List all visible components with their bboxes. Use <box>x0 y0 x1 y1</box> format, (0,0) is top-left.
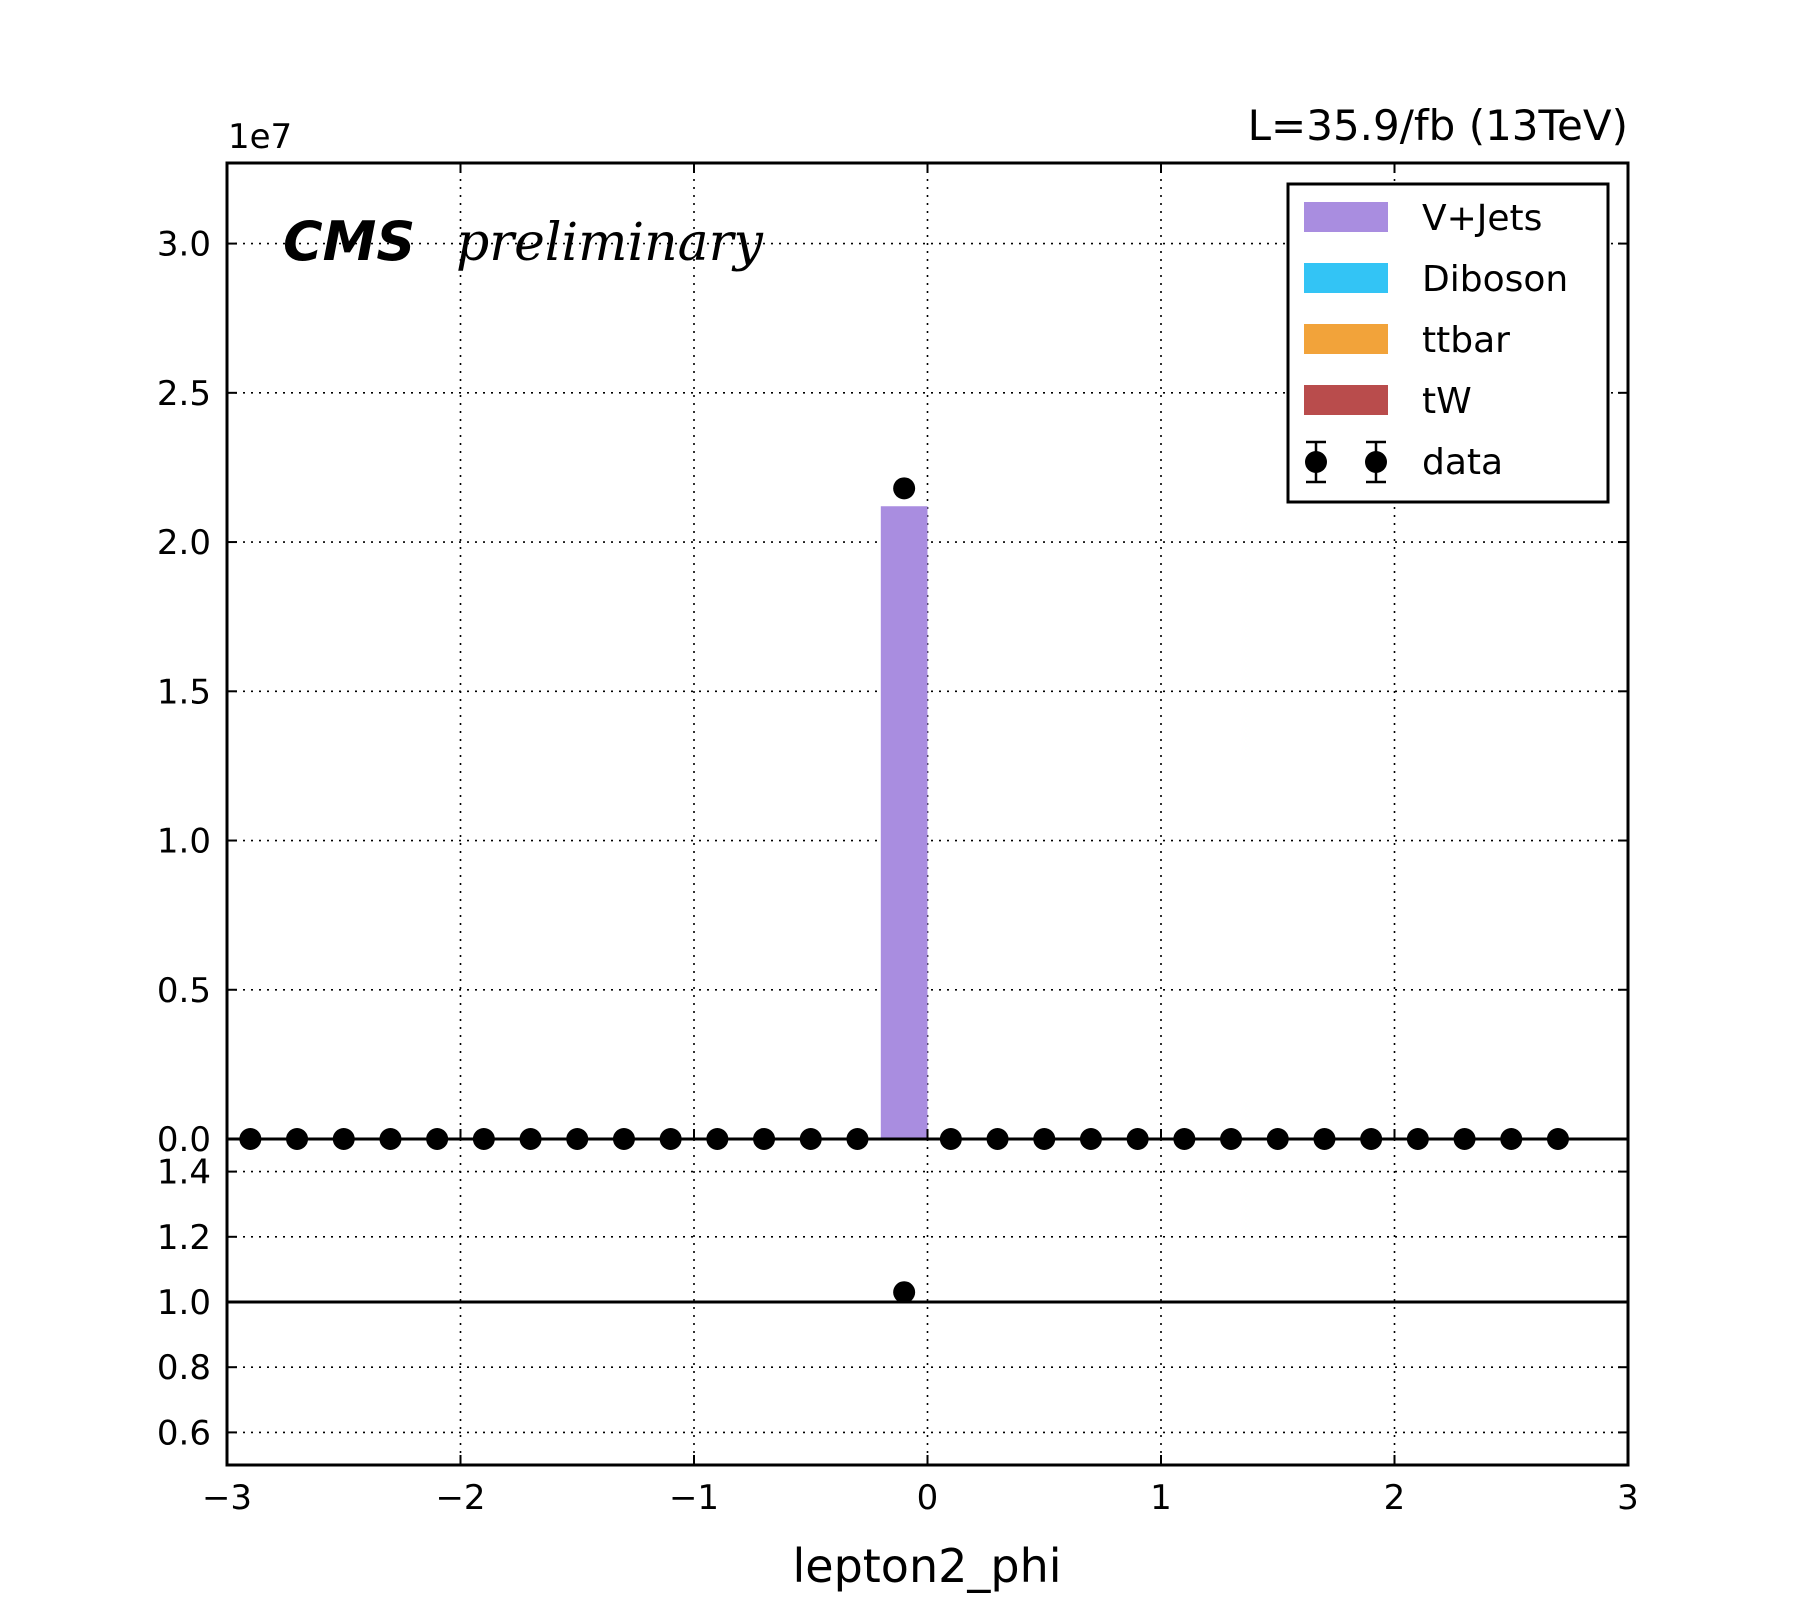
data-points <box>239 477 1569 1150</box>
x-tick-label: −3 <box>202 1478 252 1518</box>
ratio-point <box>893 1281 916 1304</box>
x-axis-ticks: −3 −2 −1 0 1 2 3 <box>202 163 1639 1518</box>
data-point <box>286 1128 309 1150</box>
data-point <box>706 1128 729 1150</box>
legend-swatch-ttbar <box>1304 324 1388 354</box>
y-axis-offset-label: 1e7 <box>228 117 292 157</box>
data-point <box>986 1128 1009 1150</box>
stacked-bars <box>880 506 928 1139</box>
x-tick-label: 1 <box>1150 1478 1172 1518</box>
main-y-tick-label: 0.5 <box>157 971 211 1011</box>
data-point <box>1406 1128 1429 1150</box>
main-y-tick-label: 0.0 <box>157 1120 211 1160</box>
data-point <box>1220 1128 1243 1150</box>
x-axis-label: lepton2_phi <box>792 1539 1061 1593</box>
data-point <box>799 1128 822 1150</box>
main-y-tick-label: 3.0 <box>157 225 211 265</box>
legend-swatch-tw <box>1304 385 1388 415</box>
data-point <box>239 1128 262 1150</box>
data-point <box>939 1128 962 1150</box>
x-tick-label: −2 <box>435 1478 485 1518</box>
data-point <box>1173 1128 1196 1150</box>
main-y-tick-label: 1.0 <box>157 822 211 862</box>
main-y-tick-label: 1.5 <box>157 672 211 712</box>
data-point <box>612 1128 635 1150</box>
legend-swatch-diboson <box>1304 263 1388 293</box>
legend: V+Jets Diboson ttbar tW data <box>1286 182 1610 504</box>
ratio-y-tick-label: 1.4 <box>157 1153 211 1193</box>
legend-label-vjets: V+Jets <box>1422 198 1542 239</box>
data-point <box>1360 1128 1383 1150</box>
data-point <box>1453 1128 1476 1150</box>
legend-swatch-vjets <box>1304 202 1388 232</box>
data-point <box>1033 1128 1056 1150</box>
data-point <box>659 1128 682 1150</box>
data-point <box>566 1128 589 1150</box>
data-point <box>846 1128 869 1150</box>
x-tick-label: 2 <box>1384 1478 1406 1518</box>
preliminary-label: preliminary <box>456 213 763 273</box>
x-tick-label: 0 <box>917 1478 939 1518</box>
legend-label-tw: tW <box>1422 381 1472 422</box>
x-tick-label: 3 <box>1617 1478 1639 1518</box>
legend-marker-data <box>1305 440 1387 484</box>
x-tick-label: −1 <box>669 1478 719 1518</box>
main-y-axis-ticks: 0.0 0.5 1.0 1.5 2.0 2.5 3.0 <box>157 225 1628 1160</box>
ratio-y-tick-label: 1.0 <box>157 1283 211 1323</box>
data-point <box>332 1128 355 1150</box>
ratio-panel-grid <box>227 1139 1628 1465</box>
bar-v-jets <box>880 506 928 1139</box>
legend-label-data: data <box>1422 442 1503 483</box>
data-point <box>426 1128 449 1150</box>
data-point <box>1079 1128 1102 1150</box>
data-point <box>1126 1128 1149 1150</box>
data-point <box>1313 1128 1336 1150</box>
main-y-tick-label: 2.0 <box>157 523 211 563</box>
luminosity-label: L=35.9/fb (13TeV) <box>1248 101 1628 150</box>
ratio-y-axis-ticks: 0.6 0.8 1.0 1.2 1.4 <box>157 1153 1628 1453</box>
ratio-y-tick-label: 1.2 <box>157 1218 211 1258</box>
legend-label-ttbar: ttbar <box>1422 320 1510 361</box>
legend-label-diboson: Diboson <box>1422 259 1568 300</box>
data-point <box>1500 1128 1523 1150</box>
ratio-points <box>893 1281 916 1304</box>
cms-label: CMS <box>283 210 415 273</box>
data-point <box>893 477 916 500</box>
ratio-y-tick-label: 0.6 <box>157 1413 211 1453</box>
ratio-y-tick-label: 0.8 <box>157 1348 211 1388</box>
data-point <box>379 1128 402 1150</box>
data-point <box>753 1128 776 1150</box>
data-point <box>472 1128 495 1150</box>
data-point <box>519 1128 542 1150</box>
data-point <box>1266 1128 1289 1150</box>
main-y-tick-label: 2.5 <box>157 374 211 414</box>
data-point <box>1546 1128 1569 1150</box>
